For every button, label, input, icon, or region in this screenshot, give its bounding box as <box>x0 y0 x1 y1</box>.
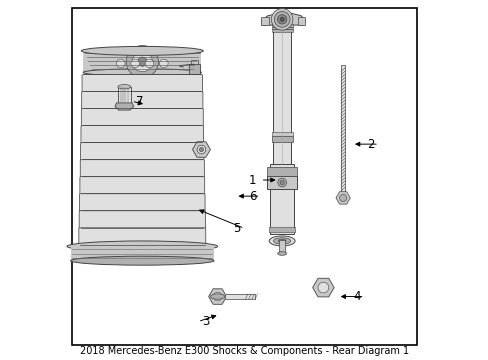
Circle shape <box>126 45 158 78</box>
Bar <box>271 30 292 32</box>
Text: 2: 2 <box>366 138 374 150</box>
Ellipse shape <box>273 238 290 244</box>
Circle shape <box>339 194 346 202</box>
FancyBboxPatch shape <box>81 109 203 126</box>
Polygon shape <box>115 103 133 110</box>
Ellipse shape <box>81 46 203 55</box>
Bar <box>260 17 268 25</box>
Circle shape <box>199 147 203 152</box>
Text: 6: 6 <box>248 190 256 203</box>
Text: 7: 7 <box>135 95 143 108</box>
Polygon shape <box>261 13 305 25</box>
Ellipse shape <box>67 241 217 252</box>
Text: 3: 3 <box>202 315 209 328</box>
Bar <box>279 240 285 253</box>
Circle shape <box>131 59 139 68</box>
FancyBboxPatch shape <box>80 194 204 212</box>
Bar <box>297 17 305 25</box>
Ellipse shape <box>269 236 294 246</box>
Bar <box>270 164 293 234</box>
Bar <box>70 246 214 262</box>
Bar <box>224 294 255 299</box>
FancyBboxPatch shape <box>79 228 205 246</box>
FancyBboxPatch shape <box>82 75 202 92</box>
Bar <box>271 132 292 136</box>
Circle shape <box>277 178 286 187</box>
Circle shape <box>137 57 147 66</box>
Circle shape <box>159 59 168 68</box>
Text: 5: 5 <box>232 222 240 235</box>
FancyBboxPatch shape <box>79 211 205 229</box>
Bar <box>271 136 292 142</box>
Bar <box>271 27 292 30</box>
Circle shape <box>145 59 153 68</box>
Bar <box>191 60 197 64</box>
Bar <box>269 226 294 232</box>
Circle shape <box>271 9 292 30</box>
Circle shape <box>116 59 125 68</box>
Bar <box>272 25 291 164</box>
Bar <box>118 87 131 103</box>
Bar <box>340 65 345 193</box>
Circle shape <box>132 51 152 72</box>
FancyBboxPatch shape <box>81 126 203 143</box>
Circle shape <box>213 292 222 301</box>
FancyBboxPatch shape <box>80 177 204 194</box>
Bar <box>267 167 296 176</box>
FancyBboxPatch shape <box>80 160 204 177</box>
Text: 2018 Mercedes-Benz E300 Shocks & Components - Rear Diagram 1: 2018 Mercedes-Benz E300 Shocks & Compone… <box>80 346 408 356</box>
Bar <box>188 64 199 74</box>
FancyBboxPatch shape <box>81 91 203 109</box>
Bar <box>267 176 296 189</box>
Text: 4: 4 <box>352 290 360 303</box>
Circle shape <box>317 282 328 293</box>
Bar <box>83 51 201 72</box>
Circle shape <box>277 15 286 24</box>
FancyBboxPatch shape <box>81 143 203 161</box>
Ellipse shape <box>278 239 285 243</box>
Circle shape <box>280 180 284 185</box>
Circle shape <box>197 145 205 154</box>
Bar <box>271 24 292 27</box>
Circle shape <box>274 12 289 27</box>
Ellipse shape <box>83 69 201 76</box>
Ellipse shape <box>70 256 214 265</box>
Text: 1: 1 <box>248 174 256 186</box>
Ellipse shape <box>118 85 131 89</box>
Circle shape <box>280 17 284 22</box>
Ellipse shape <box>277 252 286 255</box>
Ellipse shape <box>210 294 224 299</box>
